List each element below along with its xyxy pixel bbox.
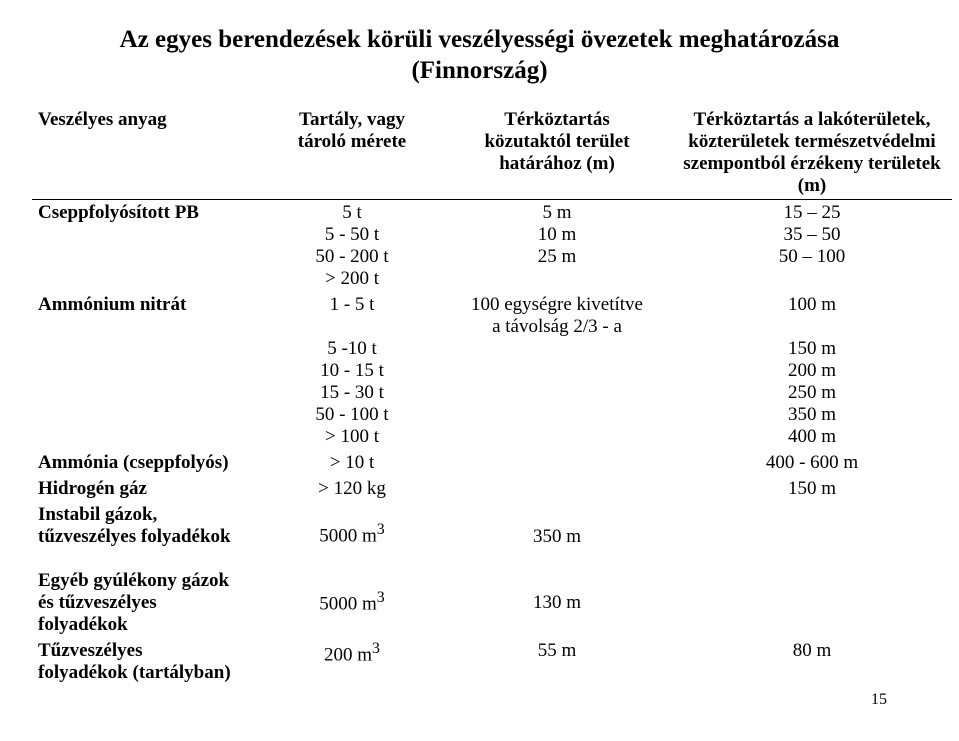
amm-size-1 bbox=[268, 316, 436, 338]
ammonium-sizes: 1 - 5 t 5 -10 t 10 - 15 t 15 - 30 t 50 -… bbox=[262, 292, 442, 450]
h-res-l2: közterületek természetvédelmi bbox=[678, 131, 946, 153]
pb-road-1: 10 m bbox=[448, 224, 666, 246]
amm-road-1: a távolság 2/3 - a bbox=[448, 316, 666, 338]
title-line-1: Az egyes berendezések körüli veszélyessé… bbox=[120, 26, 840, 53]
row-unstable: Instabil gázok, tűzveszélyes folyadékok … bbox=[32, 502, 952, 550]
ofl-l2: és tűzveszélyes bbox=[38, 592, 256, 614]
header-row: Veszélyes anyag Tartály, vagy tároló mér… bbox=[32, 107, 952, 200]
header-substance-text: Veszélyes anyag bbox=[38, 109, 256, 131]
pb-res-1: 35 – 50 bbox=[678, 224, 946, 246]
ammonia-size: > 10 t bbox=[262, 450, 442, 476]
amm-size-0: 1 - 5 t bbox=[268, 294, 436, 316]
amm-res-4: 250 m bbox=[678, 382, 946, 404]
ofl-l1: Egyéb gyúlékony gázok bbox=[38, 570, 256, 592]
amm-res-6: 400 m bbox=[678, 426, 946, 448]
h-road-l1: Térköztartás bbox=[448, 109, 666, 131]
unstable-road: 350 m bbox=[442, 502, 672, 550]
ftk-size-exp: 3 bbox=[372, 640, 380, 657]
other-flammable-road: 130 m bbox=[442, 568, 672, 638]
ammonia-res: 400 - 600 m bbox=[672, 450, 952, 476]
hydrogen-size: > 120 kg bbox=[262, 476, 442, 502]
flammable-tank-size: 200 m3 bbox=[262, 638, 442, 686]
pb-road-2: 25 m bbox=[448, 246, 666, 268]
hydrogen-label: Hidrogén gáz bbox=[32, 476, 262, 502]
ofl-l3: folyadékok bbox=[38, 614, 256, 636]
amm-size-6: > 100 t bbox=[268, 426, 436, 448]
pb-size-1: 5 - 50 t bbox=[268, 224, 436, 246]
flammable-tank-res: 80 m bbox=[672, 638, 952, 686]
header-substance: Veszélyes anyag bbox=[32, 107, 262, 200]
flammable-tank-road: 55 m bbox=[442, 638, 672, 686]
amm-res-2: 150 m bbox=[678, 338, 946, 360]
other-flammable-size: 5000 m3 bbox=[262, 568, 442, 638]
amm-res-5: 350 m bbox=[678, 404, 946, 426]
unstable-size-exp: 3 bbox=[377, 521, 385, 538]
unstable-size-val: 5000 m bbox=[319, 526, 377, 547]
pb-label: Cseppfolyósított PB bbox=[32, 199, 262, 292]
unstable-label-l2: tűzveszélyes folyadékok bbox=[38, 526, 256, 548]
spacer-row bbox=[32, 550, 952, 568]
amm-res-0: 100 m bbox=[678, 294, 946, 316]
h-road-l3: határához (m) bbox=[448, 153, 666, 175]
row-hydrogen: Hidrogén gáz > 120 kg 150 m bbox=[32, 476, 952, 502]
row-flammable-tank: Tűzveszélyes folyadékok (tartályban) 200… bbox=[32, 638, 952, 686]
amm-res-1 bbox=[678, 316, 946, 338]
unstable-res bbox=[672, 502, 952, 550]
row-ammonium: Ammónium nitrát 1 - 5 t 5 -10 t 10 - 15 … bbox=[32, 292, 952, 450]
pb-road-0: 5 m bbox=[448, 202, 666, 224]
header-size: Tartály, vagy tároló mérete bbox=[262, 107, 442, 200]
amm-size-2: 5 -10 t bbox=[268, 338, 436, 360]
pb-res: 15 – 25 35 – 50 50 – 100 bbox=[672, 199, 952, 292]
amm-size-5: 50 - 100 t bbox=[268, 404, 436, 426]
h-size-l1: Tartály, vagy bbox=[268, 109, 436, 131]
flammable-tank-label: Tűzveszélyes folyadékok (tartályban) bbox=[32, 638, 262, 686]
ftk-size-val: 200 m bbox=[324, 644, 372, 665]
pb-sizes: 5 t 5 - 50 t 50 - 200 t > 200 t bbox=[262, 199, 442, 292]
pb-road: 5 m 10 m 25 m bbox=[442, 199, 672, 292]
amm-road-0: 100 egységre kivetítve bbox=[448, 294, 666, 316]
h-road-l2: közutaktól terület bbox=[448, 131, 666, 153]
unstable-label: Instabil gázok, tűzveszélyes folyadékok bbox=[32, 502, 262, 550]
hazard-table: Veszélyes anyag Tartály, vagy tároló mér… bbox=[32, 107, 952, 686]
h-res-l3: szempontból érzékeny területek bbox=[678, 153, 946, 175]
header-road: Térköztartás közutaktól terület határáho… bbox=[442, 107, 672, 200]
h-res-l4: (m) bbox=[678, 175, 946, 197]
amm-res-3: 200 m bbox=[678, 360, 946, 382]
h-res-l1: Térköztartás a lakóterületek, bbox=[678, 109, 946, 131]
ammonium-label: Ammónium nitrát bbox=[32, 292, 262, 450]
other-flammable-label: Egyéb gyúlékony gázok és tűzveszélyes fo… bbox=[32, 568, 262, 638]
row-other-flammable: Egyéb gyúlékony gázok és tűzveszélyes fo… bbox=[32, 568, 952, 638]
pb-res-0: 15 – 25 bbox=[678, 202, 946, 224]
h-size-l2: tároló mérete bbox=[268, 131, 436, 153]
pb-res-2: 50 – 100 bbox=[678, 246, 946, 268]
ammonia-road bbox=[442, 450, 672, 476]
row-pb: Cseppfolyósított PB 5 t 5 - 50 t 50 - 20… bbox=[32, 199, 952, 292]
ofl-size-val: 5000 m bbox=[319, 594, 377, 615]
amm-size-4: 15 - 30 t bbox=[268, 382, 436, 404]
ammonium-res: 100 m 150 m 200 m 250 m 350 m 400 m bbox=[672, 292, 952, 450]
other-flammable-res bbox=[672, 568, 952, 638]
amm-size-3: 10 - 15 t bbox=[268, 360, 436, 382]
ofl-size-exp: 3 bbox=[377, 589, 385, 606]
ftk-l2: folyadékok (tartályban) bbox=[38, 662, 256, 684]
pb-size-3: > 200 t bbox=[268, 268, 436, 290]
hydrogen-res: 150 m bbox=[672, 476, 952, 502]
page-title: Az egyes berendezések körüli veszélyessé… bbox=[32, 24, 927, 87]
unstable-label-l1: Instabil gázok, bbox=[38, 504, 256, 526]
row-ammonia: Ammónia (cseppfolyós) > 10 t 400 - 600 m bbox=[32, 450, 952, 476]
ftk-l1: Tűzveszélyes bbox=[38, 640, 256, 662]
ammonium-road: 100 egységre kivetítve a távolság 2/3 - … bbox=[442, 292, 672, 450]
pb-size-0: 5 t bbox=[268, 202, 436, 224]
unstable-size: 5000 m3 bbox=[262, 502, 442, 550]
header-residential: Térköztartás a lakóterületek, közterület… bbox=[672, 107, 952, 200]
ammonia-label: Ammónia (cseppfolyós) bbox=[32, 450, 262, 476]
pb-size-2: 50 - 200 t bbox=[268, 246, 436, 268]
page-number: 15 bbox=[871, 691, 887, 709]
hydrogen-road bbox=[442, 476, 672, 502]
title-line-2: (Finnország) bbox=[411, 57, 547, 84]
